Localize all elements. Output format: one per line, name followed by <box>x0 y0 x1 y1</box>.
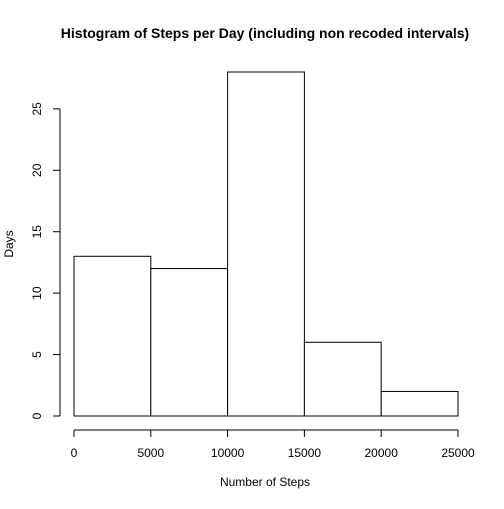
y-tick-label: 15 <box>30 225 44 239</box>
y-tick-label: 20 <box>30 163 44 177</box>
x-tick-label: 0 <box>71 446 78 460</box>
x-axis-label: Number of Steps <box>220 475 310 489</box>
x-tick-label: 5000 <box>137 446 164 460</box>
x-axis: 0 5000 10000 15000 20000 25000 <box>71 429 475 460</box>
bars-group <box>73 71 459 417</box>
histogram-bar <box>150 268 229 417</box>
x-tick-label: 15000 <box>288 446 322 460</box>
histogram-bar <box>227 71 305 417</box>
x-tick-label: 10000 <box>211 446 245 460</box>
y-axis: 0 5 10 15 20 25 <box>30 102 61 419</box>
y-tick-label: 5 <box>30 351 44 358</box>
histogram-bar <box>303 341 382 417</box>
histogram-bar <box>380 390 459 417</box>
chart-title: Histogram of Steps per Day (including no… <box>61 25 469 41</box>
x-tick-label: 20000 <box>365 446 399 460</box>
y-tick-label: 0 <box>30 412 44 419</box>
histogram-bar <box>73 255 152 417</box>
y-axis-label: Days <box>2 230 16 257</box>
y-tick-label: 25 <box>30 102 44 116</box>
x-tick-label: 25000 <box>441 446 475 460</box>
y-tick-label: 10 <box>30 286 44 300</box>
